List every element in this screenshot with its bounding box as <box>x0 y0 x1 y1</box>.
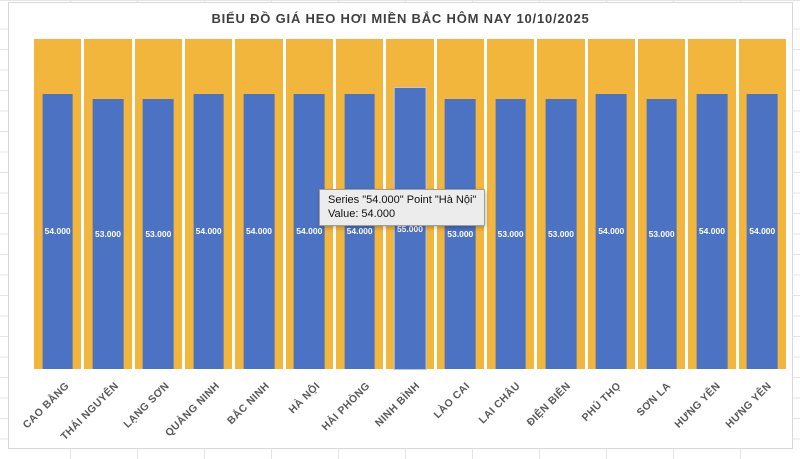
bar-value-label: 54.000 <box>296 226 323 237</box>
bar-value-label: 53.000 <box>447 228 474 239</box>
bar-quảng-ninh[interactable]: 54.000 <box>193 93 225 369</box>
category-column: 54.000 <box>738 39 786 369</box>
x-axis-cell: HƯNG YÊN <box>723 373 786 447</box>
bar-cao-bằng[interactable]: 54.000 <box>42 93 74 369</box>
bar-value-label: 55.000 <box>396 223 423 234</box>
x-axis-cell: SƠN LA <box>634 373 686 447</box>
bar-hưng-yên[interactable]: 54.000 <box>696 93 728 369</box>
x-axis-cell: LAI CHÂU <box>477 373 535 447</box>
bar-lạng-sơn[interactable]: 53.000 <box>142 98 174 369</box>
category-column: 53.000 <box>84 39 132 369</box>
bar-lai-châu[interactable]: 53.000 <box>495 98 526 369</box>
category-column: 53.000 <box>486 39 535 369</box>
bar-value-label: 54.000 <box>698 226 725 237</box>
bar-value-label: 53.000 <box>648 228 675 239</box>
bar-value-label: 53.000 <box>145 228 172 239</box>
category-column: 54.000 <box>587 39 635 369</box>
x-axis-cell: NINH BÌNH <box>373 373 435 447</box>
bar-hải-phòng[interactable]: 54.000 <box>344 93 375 369</box>
category-column: 53.000 <box>134 39 182 369</box>
x-axis-cell: CAO BẰNG <box>20 373 84 447</box>
category-column: 54.000 <box>335 39 384 369</box>
bar-value-label: 54.000 <box>346 226 373 237</box>
bar-thái-nguyên[interactable]: 53.000 <box>92 98 124 369</box>
bar-value-label: 54.000 <box>245 226 272 237</box>
bar-lào-cai[interactable]: 53.000 <box>444 98 476 369</box>
category-column: 53.000 <box>537 39 585 369</box>
x-axis-label: HÀ NỘI <box>286 380 323 417</box>
x-axis-cell: ĐIỆN BIÊN <box>524 373 585 447</box>
bar-sơn-la[interactable]: 53.000 <box>646 98 677 369</box>
bar-value-label: 53.000 <box>497 228 524 239</box>
plot-area: 54.000 53.000 53.000 54.000 54.000 54.000 54.0… <box>34 39 786 370</box>
x-axis-cell: PHÚ THỌ <box>579 373 636 447</box>
x-axis-cell: QUẢNG NINH <box>163 373 234 447</box>
x-axis-cell: THÁI NGUYÊN <box>59 373 134 447</box>
x-axis-cell: LẠNG SƠN <box>121 373 184 447</box>
x-axis-label: PHÚ THỌ <box>579 380 624 424</box>
tooltip-series-line: Series "54.000" Point "Hà Nội" <box>328 194 477 206</box>
x-axis-cell: HƯNG YÊN <box>673 373 736 447</box>
tooltip-value-line: Value: 54.000 <box>328 208 396 220</box>
bar-ninh-bình[interactable]: 55.000 <box>394 87 426 370</box>
x-axis-label: SƠN LA <box>634 380 674 419</box>
bar-hà-nội[interactable]: 54.000 <box>293 93 325 369</box>
category-column: 54.000 <box>34 39 82 369</box>
bar-phú-thọ[interactable]: 54.000 <box>595 93 627 369</box>
bar-value-label: 54.000 <box>749 226 776 237</box>
x-axis-cell: LÀO CAI <box>431 373 485 447</box>
chart-title: BIỂU ĐỒ GIÁ HEO HƠI MIỀN BẮC HÔM NAY 10/… <box>211 11 590 26</box>
bar-value-label: 53.000 <box>94 228 121 239</box>
bar-value-label: 54.000 <box>195 226 222 237</box>
chart-object[interactable]: BIỂU ĐỒ GIÁ HEO HƠI MIỀN BẮC HÔM NAY 10/… <box>8 2 793 449</box>
bar-value-label: 53.000 <box>547 228 574 239</box>
bar-hưng-yên[interactable]: 54.000 <box>746 93 778 369</box>
bar-value-label: 54.000 <box>44 226 71 237</box>
chart-tooltip: Series "54.000" Point "Hà Nội" Value: 54… <box>319 189 486 226</box>
category-column: 54.000 <box>688 39 736 369</box>
category-column: 54.000 <box>235 39 283 369</box>
x-axis-label: CAO BẰNG <box>20 380 72 432</box>
x-axis-cell: HẢI PHÒNG <box>319 373 385 447</box>
x-axis-cell: BẮC NINH <box>225 373 285 447</box>
x-axis: CAO BẰNG THÁI NGUYÊN LẠNG SƠN QUẢNG NINH BẮC… <box>20 373 786 447</box>
bar-value-label: 54.000 <box>598 226 625 237</box>
bar-điện-biên[interactable]: 53.000 <box>545 98 577 369</box>
bar-bắc-ninh[interactable]: 54.000 <box>243 93 275 369</box>
category-column: 54.000 <box>184 39 233 369</box>
x-axis-label: LÀO CAI <box>431 380 473 421</box>
category-column: 53.000 <box>637 39 686 369</box>
x-axis-cell: HÀ NỘI <box>285 373 335 447</box>
